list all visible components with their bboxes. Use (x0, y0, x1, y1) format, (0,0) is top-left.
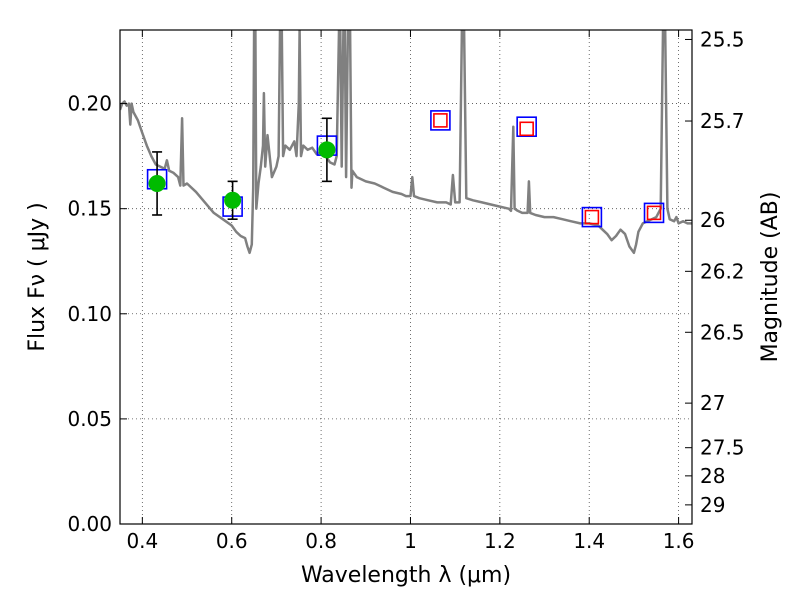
x-tick-label: 0.6 (216, 529, 248, 553)
x-tick-label: 1.6 (663, 529, 695, 553)
right-tick-label: 26.2 (700, 259, 745, 283)
blue-square-marker (581, 206, 603, 228)
x-tick-label: 1 (404, 529, 417, 553)
y-tick-label: 0.00 (67, 512, 112, 536)
right-tick-label: 25.5 (700, 27, 745, 51)
model-spectrum-line (120, 30, 692, 255)
y-tick-label: 0.05 (67, 407, 112, 431)
red-square-marker (584, 209, 600, 225)
right-tick-label: 29 (700, 493, 725, 517)
red-square-marker (433, 113, 448, 128)
x-tick-label: 1.2 (484, 529, 516, 553)
label-layer: Wavelength λ (μm) Flux Fν ( μJy ) Magnit… (25, 192, 783, 588)
right-axis-label: Magnitude (AB) (758, 192, 783, 363)
x-tick-label: 0.4 (126, 529, 158, 553)
blue-square-marker (516, 116, 537, 137)
blue-square-marker (430, 110, 451, 131)
y-axis-label: Flux Fν ( μJy ) (25, 202, 50, 351)
x-tick-label: 1.4 (573, 529, 605, 553)
red-square-marker (519, 121, 534, 137)
data-layer (120, 30, 692, 255)
red-square-marker (646, 205, 662, 221)
observed-flux-point (224, 191, 242, 209)
right-tick-label: 26 (700, 208, 725, 232)
tick-layer: 0.4 0.6 0.8 1 1.2 1.4 1.6 0.00 0.05 0.10 0.15 0.20 2… (67, 27, 744, 553)
blue-square-marker (643, 202, 665, 224)
x-tick-label: 0.8 (305, 529, 337, 553)
observed-flux-point (318, 141, 336, 159)
plot-frame (119, 29, 693, 525)
y-tick-label: 0.20 (67, 92, 112, 116)
right-tick-label: 25.7 (700, 109, 745, 133)
y-tick-label: 0.10 (67, 302, 112, 326)
right-tick-label: 26.5 (700, 320, 745, 344)
right-tick-label: 27 (700, 391, 725, 415)
observed-flux-point (148, 174, 166, 192)
y-tick-label: 0.15 (67, 197, 112, 221)
right-tick-label: 28 (700, 464, 725, 488)
x-axis-label: Wavelength λ (μm) (301, 563, 511, 588)
right-tick-label: 27.5 (700, 436, 745, 460)
